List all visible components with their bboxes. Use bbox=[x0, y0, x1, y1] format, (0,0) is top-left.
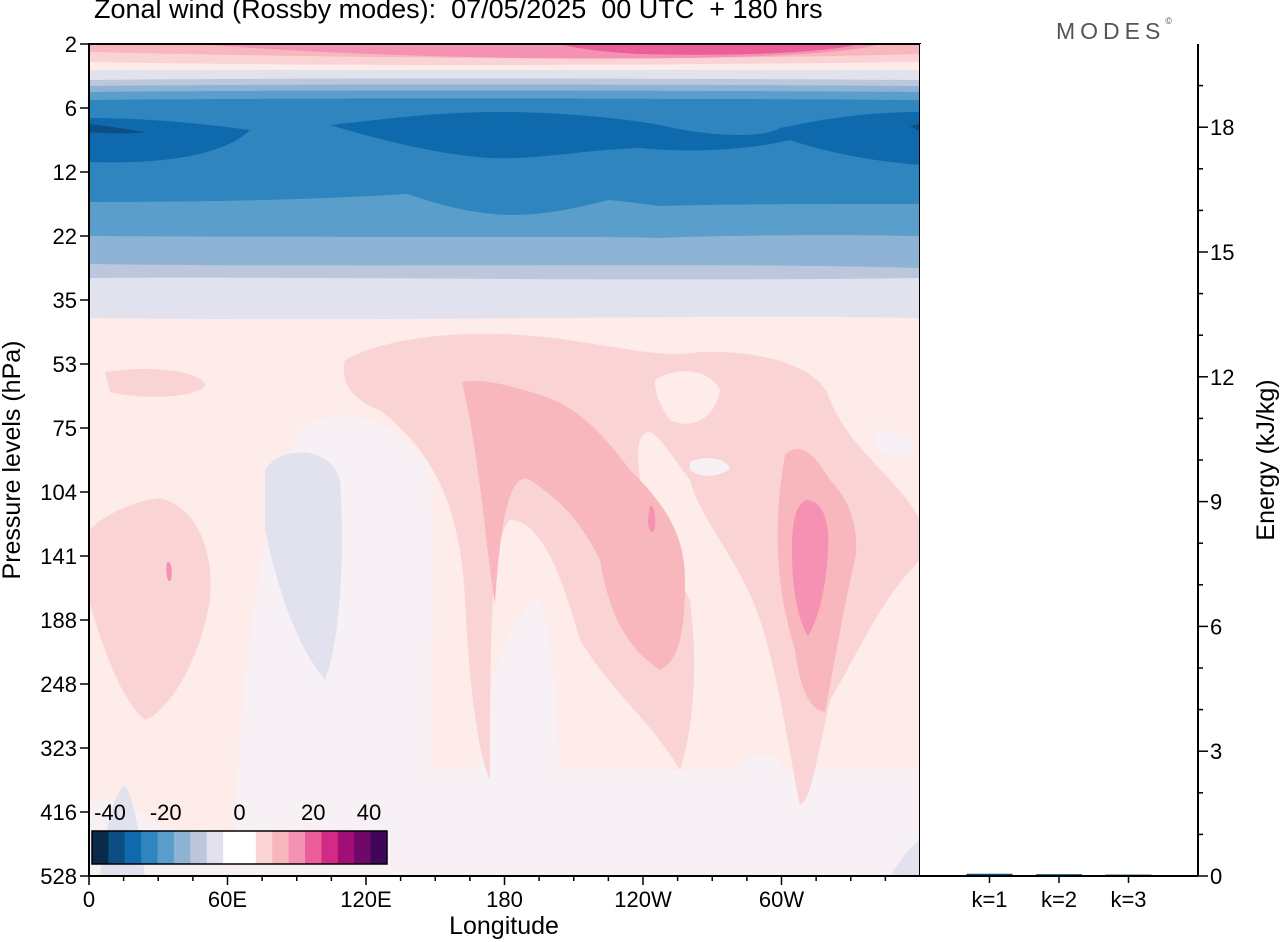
colorbar-tick-label: 20 bbox=[301, 800, 325, 825]
energy-x-axis: k=1 k=2 k=3 bbox=[971, 876, 1147, 912]
y-tick-label: 323 bbox=[40, 736, 77, 761]
energy-tick-label: 9 bbox=[1210, 490, 1222, 515]
energy-tick-label: 3 bbox=[1210, 739, 1222, 764]
y-tick-label: 53 bbox=[53, 352, 77, 377]
y-tick-label: 12 bbox=[53, 160, 77, 185]
y-tick-label: 416 bbox=[40, 800, 77, 825]
x-tick-label: 60E bbox=[208, 887, 247, 912]
colorbar: -40 -20 0 20 40 bbox=[91, 800, 388, 865]
colorbar-swatch bbox=[321, 831, 339, 864]
x-tick-label: 0 bbox=[83, 887, 95, 912]
y-tick-label: 22 bbox=[53, 224, 77, 249]
energy-tick-label: 0 bbox=[1210, 864, 1222, 889]
energy-tick-label: 18 bbox=[1210, 115, 1234, 140]
energy-axis-title: Energy (kJ/kg) bbox=[1252, 379, 1280, 540]
colorbar-swatch bbox=[255, 831, 273, 864]
energy-category-label: k=3 bbox=[1110, 887, 1146, 912]
energy-category-label: k=2 bbox=[1041, 887, 1077, 912]
colorbar-swatch bbox=[108, 831, 126, 864]
x-tick-label: 120W bbox=[614, 887, 672, 912]
colorbar-swatch bbox=[239, 831, 257, 864]
colorbar-swatch bbox=[272, 831, 290, 864]
colorbar-swatch bbox=[92, 831, 109, 864]
colorbar-frame bbox=[91, 830, 388, 865]
y-tick-label: 248 bbox=[40, 672, 77, 697]
colorbar-swatch bbox=[223, 831, 240, 864]
energy-tick-label: 6 bbox=[1210, 614, 1222, 639]
colorbar-tick-label: -40 bbox=[94, 800, 126, 825]
colorbar-swatch bbox=[157, 831, 175, 864]
y-tick-label: 75 bbox=[53, 416, 77, 441]
colorbar-swatch bbox=[141, 831, 159, 864]
x-axis-title: Longitude bbox=[449, 912, 559, 940]
y-tick-label: 104 bbox=[40, 480, 77, 505]
y-tick-label: 6 bbox=[65, 96, 77, 121]
colorbar-tick-label: 40 bbox=[357, 800, 381, 825]
chart-title: Zonal wind (Rossby modes): 07/05/2025 00… bbox=[94, 0, 823, 24]
colorbar-swatch bbox=[337, 831, 355, 864]
energy-panel bbox=[920, 44, 1199, 877]
energy-category-label: k=1 bbox=[971, 887, 1007, 912]
colorbar-swatch bbox=[206, 831, 224, 864]
y-axis: 2 6 12 22 35 53 75 104 141 188 248 323 416 528 bbox=[40, 32, 89, 889]
energy-tick-label: 12 bbox=[1210, 365, 1234, 390]
x-tick-label: 180 bbox=[486, 887, 523, 912]
colorbar-swatch bbox=[305, 831, 322, 864]
energy-y-axis: 0 3 6 9 12 15 18 bbox=[1198, 84, 1234, 889]
colorbar-tick-label: 0 bbox=[233, 800, 245, 825]
y-tick-label: 141 bbox=[40, 544, 77, 569]
colorbar-swatch bbox=[288, 831, 306, 864]
y-tick-label: 35 bbox=[53, 288, 77, 313]
energy-tick-label: 15 bbox=[1210, 240, 1234, 265]
colorbar-swatch bbox=[354, 831, 372, 864]
y-tick-label: 2 bbox=[65, 32, 77, 57]
zonal-wind-heatmap bbox=[89, 44, 920, 876]
y-tick-label: 188 bbox=[40, 608, 77, 633]
colorbar-tick-label: -20 bbox=[150, 800, 182, 825]
y-tick-label: 528 bbox=[40, 864, 77, 889]
colorbar-swatch bbox=[370, 831, 388, 864]
colorbar-swatch bbox=[173, 831, 191, 864]
colorbar-swatch bbox=[190, 831, 208, 864]
colorbar-swatch bbox=[124, 831, 142, 864]
x-tick-label: 120E bbox=[340, 887, 391, 912]
x-tick-label: 60W bbox=[759, 887, 804, 912]
x-axis: 0 60E 120E 180 120W 60W bbox=[83, 876, 887, 912]
brand-logo: MODES© bbox=[1056, 16, 1172, 44]
energy-bar bbox=[966, 873, 1013, 876]
y-axis-title: Pressure levels (hPa) bbox=[0, 341, 26, 580]
